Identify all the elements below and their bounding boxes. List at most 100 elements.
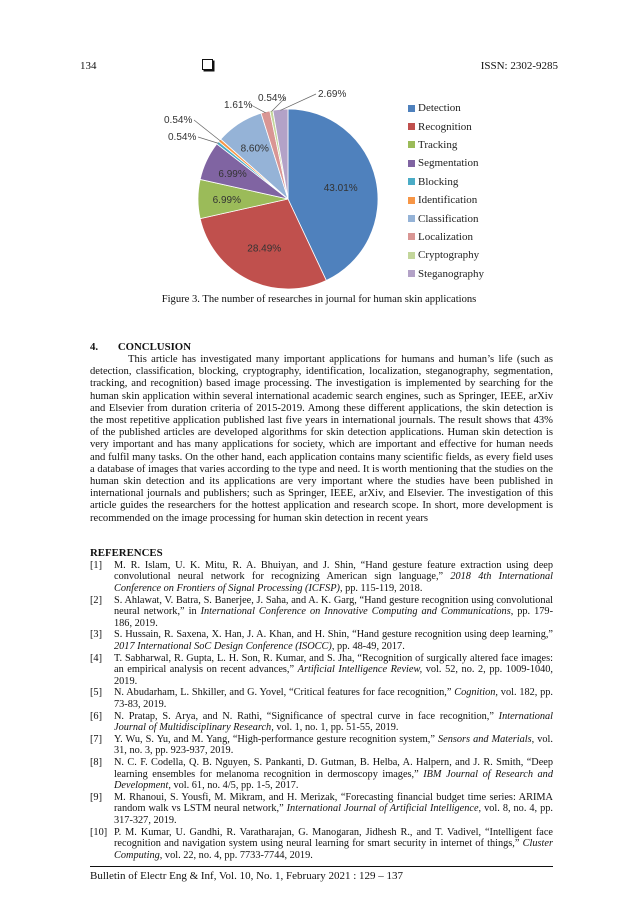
reference-authors-title: M. R. Islam, U. K. Mitu, R. A. Bhuiyan, …: [114, 559, 553, 583]
reference-venue: Sensors and Materials: [438, 733, 532, 745]
legend-label: Segmentation: [418, 157, 479, 170]
reference-details: , vol. 182, pp. 73-83, 2019.: [114, 687, 554, 710]
reference-authors-title: S. Ahlawat, V. Batra, S. Banerjee, J. Sa…: [114, 594, 553, 618]
reference-item: [1] M. R. Islam, U. K. Mitu, R. A. Bhuiya…: [90, 560, 553, 595]
reference-item: [8] N. C. F. Codella, Q. B. Nguyen, S. Pa…: [90, 757, 553, 792]
legend-item: Classification: [408, 209, 484, 227]
reference-number: [5]: [90, 687, 103, 699]
reference-details: , pp. 179-186, 2019.: [114, 606, 553, 629]
reference-venue: International Journal of Multidisciplina…: [114, 710, 553, 734]
legend-item: Localization: [408, 228, 484, 246]
reference-number: [8]: [90, 756, 103, 768]
reference-details: , vol. 61, no. 4/5, pp. 1-5, 2017.: [168, 780, 299, 792]
reference-item: [6] N. Pratap, S. Arya, and N. Rathi, “Si…: [90, 711, 553, 734]
legend-label: Blocking: [418, 175, 459, 188]
reference-authors-title: S. Hussain, R. Saxena, X. Han, J. A. Kha…: [114, 629, 553, 641]
legend-swatch: [408, 178, 415, 186]
pie-chart: 43.01% 28.49% 6.99% 6.99% 0.54% 0.54% 8.60% 1.6…: [164, 89, 379, 290]
reference-venue: Artificial Intelligence Review,: [297, 664, 423, 676]
legend-label: Identification: [418, 194, 478, 207]
legend-label: Steganography: [418, 267, 484, 280]
reference-item: [9] M. Rhanoui, S. Yousfi, M. Mikram, and…: [90, 792, 553, 827]
leader-line: [280, 93, 317, 111]
legend-swatch: [408, 141, 415, 149]
legend-swatch: [408, 215, 415, 223]
legend-item: Detection: [408, 99, 484, 117]
reference-item: [7] Y. Wu, S. Yu, and M. Yang, “High-perf…: [90, 734, 553, 757]
reference-authors-title: P. M. Kumar, U. Gandhi, R. Varatharajan,…: [114, 826, 553, 850]
reference-number: [2]: [90, 594, 103, 606]
reference-number: [7]: [90, 733, 103, 745]
legend-item: Steganography: [408, 265, 484, 283]
footer: Bulletin of Electr Eng & Inf, Vol. 10, N…: [90, 866, 553, 882]
reference-item: [3] S. Hussain, R. Saxena, X. Han, J. A. …: [90, 629, 553, 652]
leader-line: [193, 119, 221, 142]
reference-authors-title: M. Rhanoui, S. Yousfi, M. Mikram, and H.…: [114, 791, 553, 815]
reference-details: , vol. 22, no. 4, pp. 7733-7744, 2019.: [159, 849, 313, 861]
reference-details: , vol. 8, no. 4, pp. 317-327, 2019.: [114, 803, 553, 826]
legend-label: Recognition: [418, 120, 472, 133]
page-number: 134: [80, 60, 97, 72]
reference-venue: Cognition: [454, 687, 496, 699]
legend-item: Recognition: [408, 117, 484, 135]
reference-details: , vol. 31, no. 3, pp. 923-937, 2019.: [114, 733, 553, 757]
figure-caption: Figure 3. The number of researches in jo…: [161, 294, 477, 305]
reference-venue: 2018 4th International Conference on Fro…: [114, 571, 553, 595]
legend-label: Localization: [418, 230, 473, 243]
slice-label: 6.99%: [218, 169, 246, 180]
reference-details: , pp. 115-119, 2018.: [339, 583, 423, 595]
reference-authors-title: N. Pratap, S. Arya, and N. Rathi, “Signi…: [114, 710, 499, 722]
slice-label: 8.60%: [241, 144, 269, 155]
slice-label: 43.01%: [324, 183, 358, 194]
legend-swatch: [408, 233, 415, 241]
body-flow: 4. CONCLUSION This article has investiga…: [90, 341, 553, 882]
reference-venue: 2017 International SoC Design Conference…: [114, 641, 332, 652]
footer-text: Bulletin of Electr Eng & Inf, Vol. 10, N…: [90, 870, 404, 882]
reference-venue: International Journal of Artificial Inte…: [286, 803, 479, 815]
leader-line: [197, 136, 219, 144]
chart-legend: Detection Recognition Tracking Segmentation…: [408, 99, 484, 283]
section-title: CONCLUSION: [117, 341, 192, 353]
reference-authors-title: Y. Wu, S. Yu, and M. Yang, “High-perform…: [114, 733, 438, 745]
legend-swatch: [408, 159, 415, 167]
reference-authors-title: N. C. F. Codella, Q. B. Nguyen, S. Panka…: [114, 756, 553, 780]
reference-number: [6]: [90, 710, 103, 722]
slice-label: 2.69%: [318, 89, 346, 100]
reference-venue: Cluster Computing: [114, 838, 553, 861]
section-heading: 4. CONCLUSION: [90, 341, 553, 354]
slice-label: 0.54%: [168, 132, 196, 143]
section-number: 4.: [90, 341, 99, 353]
legend-label: Cryptography: [418, 249, 480, 262]
reference-number: [10]: [90, 826, 108, 838]
reference-details: , pp. 48-49, 2017.: [331, 641, 405, 652]
legend-swatch: [408, 123, 415, 131]
reference-item: [4] T. Sabharwal, R. Gupta, L. H. Son, R.…: [90, 653, 553, 688]
pie-slice: [199, 198, 327, 290]
legend-item: Blocking: [408, 173, 484, 191]
legend-label: Detection: [418, 102, 461, 115]
reference-number: [4]: [90, 652, 103, 664]
legend-label: Tracking: [418, 138, 458, 151]
legend-swatch: [408, 270, 415, 278]
checkbox-square-icon: [202, 59, 213, 70]
reference-item: [10] P. M. Kumar, U. Gandhi, R. Varathara…: [90, 827, 553, 862]
legend-item: Tracking: [408, 136, 484, 154]
legend-swatch: [408, 196, 415, 204]
reference-number: [9]: [90, 791, 103, 803]
reference-details: vol. 52, no. 2, pp. 1009-1040, 2019.: [114, 664, 553, 687]
slice-label: 6.99%: [213, 195, 241, 206]
slice-label: 0.54%: [258, 93, 286, 104]
legend-swatch: [408, 104, 415, 112]
references-list: [1] M. R. Islam, U. K. Mitu, R. A. Bhuiya…: [90, 560, 553, 861]
reference-item: [5] N. Abudarham, L. Shkiller, and G. Yov…: [90, 687, 553, 710]
reference-authors-title: N. Abudarham, L. Shkiller, and G. Yovel,…: [114, 687, 455, 699]
slice-label: 0.54%: [164, 115, 192, 126]
legend-item: Segmentation: [408, 154, 484, 172]
issn: ISSN: 2302-9285: [480, 60, 558, 72]
reference-item: [2] S. Ahlawat, V. Batra, S. Banerjee, J.…: [90, 595, 553, 630]
legend-swatch: [408, 251, 415, 259]
reference-number: [1]: [90, 559, 103, 571]
reference-venue: IBM Journal of Research and Development: [114, 768, 553, 792]
reference-venue: International Conference on Innovative C…: [200, 606, 511, 618]
leader-line: [250, 104, 266, 114]
